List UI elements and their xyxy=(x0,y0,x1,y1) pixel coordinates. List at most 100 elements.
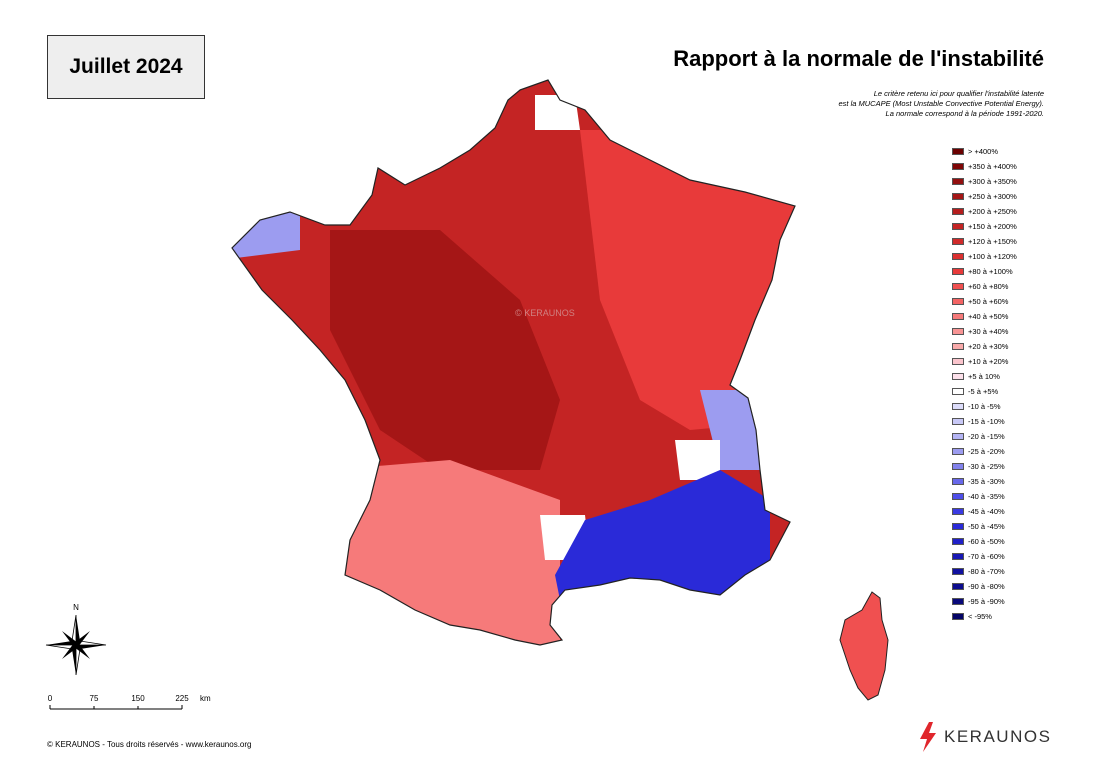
legend-swatch xyxy=(952,193,964,200)
legend-label: +150 à +200% xyxy=(968,222,1017,231)
legend-item: +60 à +80% xyxy=(952,279,1017,294)
legend-item: -95 à -90% xyxy=(952,594,1017,609)
legend-swatch xyxy=(952,163,964,170)
legend-label: > +400% xyxy=(968,147,999,156)
legend-item: -60 à -50% xyxy=(952,534,1017,549)
legend-item: -90 à -80% xyxy=(952,579,1017,594)
compass-north-label: N xyxy=(73,603,79,612)
legend-label: -50 à -45% xyxy=(968,522,1005,531)
legend-swatch xyxy=(952,448,964,455)
legend-label: -70 à -60% xyxy=(968,552,1005,561)
legend-item: -20 à -15% xyxy=(952,429,1017,444)
compass-rose-icon: N xyxy=(45,603,107,676)
legend-swatch xyxy=(952,388,964,395)
legend-swatch xyxy=(952,148,964,155)
legend-item: -80 à -70% xyxy=(952,564,1017,579)
legend-label: +100 à +120% xyxy=(968,252,1017,261)
legend-item: +350 à +400% xyxy=(952,159,1017,174)
legend-label: +5 à 10% xyxy=(968,372,1000,381)
legend-item: +10 à +20% xyxy=(952,354,1017,369)
scale-unit: km xyxy=(200,694,211,703)
legend-label: -10 à -5% xyxy=(968,402,1001,411)
legend-item: +50 à +60% xyxy=(952,294,1017,309)
legend-label: -95 à -90% xyxy=(968,597,1005,606)
region-neutral-rhone xyxy=(675,440,720,480)
legend-swatch xyxy=(952,493,964,500)
legend-item: +120 à +150% xyxy=(952,234,1017,249)
legend-label: +30 à +40% xyxy=(968,327,1009,336)
legend-item: > +400% xyxy=(952,144,1017,159)
corsica-island xyxy=(839,591,889,701)
compass-rose: N xyxy=(40,600,112,685)
scale-bar: 0 75 150 225 km xyxy=(44,692,224,721)
legend-swatch xyxy=(952,358,964,365)
legend-label: -30 à -25% xyxy=(968,462,1005,471)
map-title: Rapport à la normale de l'instabilité xyxy=(673,46,1044,71)
legend-label: +50 à +60% xyxy=(968,297,1009,306)
legend-label: +300 à +350% xyxy=(968,177,1017,186)
legend-swatch xyxy=(952,553,964,560)
month-label: Juillet 2024 xyxy=(69,55,183,78)
legend-label: -5 à +5% xyxy=(968,387,999,396)
legend-label: -15 à -10% xyxy=(968,417,1005,426)
legend-label: < -95% xyxy=(968,612,992,621)
legend-label: -20 à -15% xyxy=(968,432,1005,441)
legend-item: -70 à -60% xyxy=(952,549,1017,564)
legend-swatch xyxy=(952,598,964,605)
region-west-core xyxy=(330,230,560,470)
legend-swatch xyxy=(952,343,964,350)
lightning-bolt-icon xyxy=(920,722,936,752)
map-watermark: © KERAUNOS xyxy=(515,308,575,318)
legend-label: +60 à +80% xyxy=(968,282,1009,291)
scale-tick-label: 0 xyxy=(48,694,53,703)
legend-swatch xyxy=(952,613,964,620)
legend-label: -25 à -20% xyxy=(968,447,1005,456)
legend-item: -5 à +5% xyxy=(952,384,1017,399)
copyright-notice: © KERAUNOS - Tous droits réservés - www.… xyxy=(47,740,252,749)
description-line: est la MUCAPE (Most Unstable Convective … xyxy=(838,99,1045,108)
month-label-box: Juillet 2024 xyxy=(47,35,205,99)
legend-swatch xyxy=(952,463,964,470)
legend-label: +200 à +250% xyxy=(968,207,1017,216)
scale-tick-label: 225 xyxy=(175,694,189,703)
legend-item: +20 à +30% xyxy=(952,339,1017,354)
legend-swatch xyxy=(952,298,964,305)
legend-swatch xyxy=(952,523,964,530)
legend-swatch xyxy=(952,568,964,575)
region-southwest xyxy=(330,460,560,645)
legend-item: +300 à +350% xyxy=(952,174,1017,189)
legend-swatch xyxy=(952,583,964,590)
legend-label: -90 à -80% xyxy=(968,582,1005,591)
legend-label: -35 à -30% xyxy=(968,477,1005,486)
legend-item: +150 à +200% xyxy=(952,219,1017,234)
scale-tick-label: 75 xyxy=(90,694,99,703)
map-description: Le critère retenu ici pour qualifier l'i… xyxy=(714,89,1045,119)
brand-logo: KERAUNOS xyxy=(918,722,1051,752)
legend-label: +20 à +30% xyxy=(968,342,1009,351)
legend-item: +100 à +120% xyxy=(952,249,1017,264)
legend-swatch xyxy=(952,478,964,485)
legend-swatch xyxy=(952,268,964,275)
legend-label: -80 à -70% xyxy=(968,567,1005,576)
legend-swatch xyxy=(952,313,964,320)
legend-item: +80 à +100% xyxy=(952,264,1017,279)
legend-item: +40 à +50% xyxy=(952,309,1017,324)
legend-swatch xyxy=(952,208,964,215)
legend-label: -40 à -35% xyxy=(968,492,1005,501)
legend-item: < -95% xyxy=(952,609,1017,624)
legend-label: +350 à +400% xyxy=(968,162,1017,171)
legend-swatch xyxy=(952,178,964,185)
legend-item: -10 à -5% xyxy=(952,399,1017,414)
legend-swatch xyxy=(952,223,964,230)
legend-label: +120 à +150% xyxy=(968,237,1017,246)
legend-item: +250 à +300% xyxy=(952,189,1017,204)
legend-item: -45 à -40% xyxy=(952,504,1017,519)
legend-swatch xyxy=(952,418,964,425)
legend-item: +5 à 10% xyxy=(952,369,1017,384)
description-line: La normale correspond à la période 1991-… xyxy=(885,109,1044,118)
legend-item: +200 à +250% xyxy=(952,204,1017,219)
legend-swatch xyxy=(952,403,964,410)
legend-item: -30 à -25% xyxy=(952,459,1017,474)
